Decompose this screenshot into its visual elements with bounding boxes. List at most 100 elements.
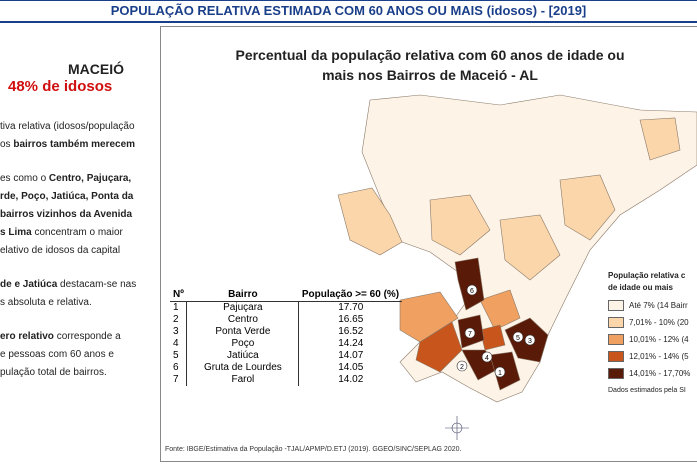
- legend-swatch: [608, 368, 624, 379]
- text-line: tiva relativa (idosos/população: [0, 118, 152, 136]
- map-pin-label: 6: [470, 288, 474, 295]
- table-row: 1 Pajuçara 17.70: [170, 301, 402, 314]
- legend-swatch: [608, 351, 624, 362]
- legend-title: de idade ou mais: [608, 283, 673, 292]
- legend-label: 7,01% - 10% (20: [629, 318, 689, 327]
- paragraph: de e Jatiúca destacam-se nas s absoluta e…: [0, 276, 152, 312]
- text-segment: destacam-se nas: [57, 279, 137, 290]
- table: Nº Bairro População >= 60 (%) 1 Pajuçara 17.7…: [170, 289, 403, 386]
- table-header: Nº Bairro População >= 60 (%): [170, 289, 403, 302]
- map-title-line: Percentual da população relativa com 60 …: [235, 47, 625, 63]
- legend-swatch: [608, 317, 624, 328]
- table-cell: 14.07: [338, 350, 364, 361]
- text-segment: elativo de idosos da capital: [0, 245, 121, 256]
- table-cell: Centro: [186, 314, 300, 326]
- table-cell: Poço: [186, 338, 300, 350]
- map-pin-label: 4: [485, 355, 489, 362]
- region: [639, 117, 681, 161]
- table-row: 2 Centro 16.65: [170, 314, 402, 326]
- region: [479, 289, 521, 331]
- text-segment: rde, Poço, Jatiúca, Ponta da: [0, 191, 134, 202]
- text-line: de e Jatiúca destacam-se nas: [0, 276, 152, 294]
- table-row: 6 Gruta de Lourdes 14.05: [170, 362, 402, 374]
- table-row: 3 Ponta Verde 16.52: [170, 326, 402, 338]
- legend-title: População relativa c: [608, 271, 686, 280]
- table-cell: Gruta de Lourdes: [186, 362, 300, 374]
- text-segment: corresponde a: [53, 331, 121, 342]
- map-pin-label: 7: [468, 331, 472, 338]
- table-cell: 4: [170, 338, 188, 350]
- paragraphs: tiva relativa (idosos/população os bairro…: [0, 118, 152, 382]
- table-cell: 1: [170, 301, 188, 314]
- text-line: s absoluta e relativa.: [0, 294, 152, 312]
- region: [415, 321, 463, 373]
- table-cell: 2: [170, 314, 188, 326]
- region: [429, 194, 491, 256]
- map-pin: [481, 351, 493, 363]
- text-segment: es como o: [0, 173, 49, 184]
- text-line: s Lima concentram o maior: [0, 224, 152, 242]
- legend-label: 14,01% - 17,70%: [629, 369, 691, 378]
- map-pin-label: 2: [460, 364, 464, 371]
- source: Fonte: IBGE/Estimativa da População -TJA…: [165, 446, 462, 453]
- table-cell: 5: [170, 350, 188, 362]
- highlight: 48% de idosos: [8, 78, 113, 95]
- region: [499, 214, 561, 281]
- paragraph: es como o Centro, Pajuçara, rde, Poço, Ja…: [0, 170, 152, 260]
- text-segment: s Lima: [0, 227, 32, 238]
- legend-item: 14,01% - 17,70%: [608, 368, 690, 379]
- legend-item: 7,01% - 10% (20: [608, 317, 690, 328]
- legend-note: Dados estimados pela SI: [608, 387, 686, 394]
- text-segment: concentram o maior: [31, 227, 123, 238]
- map-pin: [524, 334, 536, 346]
- text-line: rde, Poço, Jatiúca, Ponta da: [0, 188, 152, 206]
- text-segment: e pessoas com 60 anos e: [0, 349, 114, 360]
- table-cell: Pajuçara: [186, 301, 300, 314]
- map-pin-label: 1: [498, 370, 502, 377]
- map-pin: [512, 331, 524, 343]
- header-cell: Bairro: [186, 289, 299, 302]
- table-cell: 7: [170, 374, 188, 386]
- table-cell: 17.70: [338, 302, 364, 313]
- table-row: 5 Jatiúca 14.07: [170, 350, 402, 362]
- legend-swatch: [608, 300, 624, 311]
- region: [559, 174, 616, 241]
- header-title: POPULAÇÃO RELATIVA ESTIMADA COM 60 ANOS …: [0, 0, 697, 23]
- text-line: pulação total de bairros.: [0, 364, 152, 382]
- paragraph: ero relativo corresponde a e pessoas com …: [0, 328, 152, 382]
- map-pin: [494, 366, 506, 378]
- text-segment: pulação total de bairros.: [0, 367, 107, 378]
- text-segment: de e Jatiúca: [0, 279, 58, 290]
- text-line: es como o Centro, Pajuçara,: [0, 170, 152, 188]
- paragraph: tiva relativa (idosos/população os bairro…: [0, 118, 152, 154]
- legend-label: 10,01% - 12% (4: [629, 335, 689, 344]
- text-segment: Centro, Pajuçara,: [48, 173, 132, 184]
- text-line: elativo de idosos da capital: [0, 242, 152, 260]
- map-pin: [466, 284, 478, 296]
- map-pin-label: 3: [528, 338, 532, 345]
- table-cell: 3: [170, 326, 188, 338]
- table-row: 4 Poço 14.24: [170, 338, 402, 350]
- region: [337, 187, 403, 256]
- text-segment: tiva relativa (idosos/população: [0, 121, 135, 132]
- table-row: 7 Farol 14.02: [170, 374, 402, 386]
- map: 1 2 3 4 5 6 7: [337, 94, 697, 440]
- text-line: e pessoas com 60 anos e: [0, 346, 152, 364]
- compass: [445, 416, 469, 440]
- map-title: Percentual da população relativa com 60 …: [160, 45, 697, 85]
- map-title-line: mais nos Bairros de Maceió - AL: [322, 67, 538, 83]
- legend-swatch: [608, 334, 624, 345]
- text-segment: bairros vizinhos da Avenida: [0, 209, 133, 220]
- text-segment: s absoluta e relativa.: [0, 297, 92, 308]
- text-line: bairros vizinhos da Avenida: [0, 206, 152, 224]
- text-line: ero relativo corresponde a: [0, 328, 152, 346]
- legend-item: Até 7% (14 Bairr: [608, 300, 690, 311]
- table-cell: 16.52: [338, 326, 364, 337]
- heading: MACEIÓ: [68, 61, 124, 77]
- legend-item: 10,01% - 12% (4: [608, 334, 690, 345]
- text-segment: os: [0, 139, 14, 150]
- header-cell: Nº: [170, 289, 187, 302]
- region: [479, 324, 506, 351]
- map-pin: [464, 327, 476, 339]
